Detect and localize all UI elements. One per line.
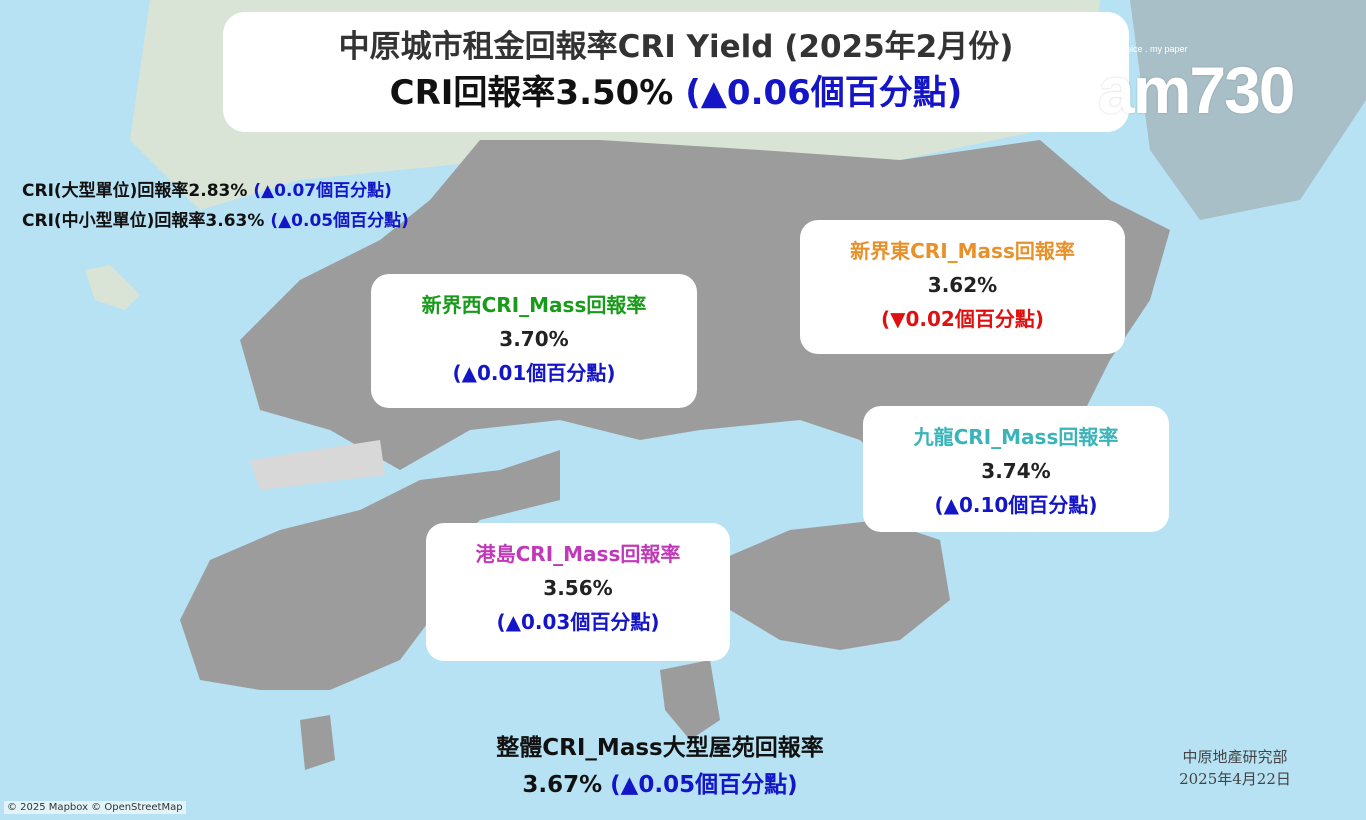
region-card-nt-east: 新界東CRI_Mass回報率 3.62% (▼0.02個百分點) [800,220,1125,354]
title-panel: 中原城市租金回報率CRI Yield (2025年2月份) CRI回報率3.50… [223,12,1129,132]
region-card-nt-west: 新界西CRI_Mass回報率 3.70% (▲0.01個百分點) [371,274,697,408]
side-stat-change: (▲0.05個百分點) [270,211,409,231]
source-credit: 中原地產研究部 2025年4月22日 [1150,746,1320,790]
side-stat-change: (▲0.07個百分點) [253,181,392,201]
region-card-hk-island: 港島CRI_Mass回報率 3.56% (▲0.03個百分點) [426,523,730,661]
overall-mass-change: (▲0.05個百分點) [610,772,798,798]
region-rate: 3.70% [499,327,569,351]
region-name: 港島CRI_Mass回報率 [475,542,681,566]
logo-tagline: my choice . my paper [1102,44,1188,54]
region-change: (▲0.01個百分點) [452,361,616,385]
land-lantau [180,450,560,690]
credit-date: 2025年4月22日 [1179,770,1291,788]
overall-mass-label: 整體CRI_Mass大型屋苑回報率 [496,735,824,761]
region-change: (▲0.03個百分點) [496,610,660,634]
region-change: (▲0.10個百分點) [934,493,1098,517]
land-airport [250,440,385,490]
region-name: 新界西CRI_Mass回報率 [421,293,647,317]
region-name: 九龍CRI_Mass回報率 [913,425,1119,449]
am730-logo: my choice . my paper am730 [1098,44,1310,124]
map-attribution[interactable]: © 2025 Mapbox © OpenStreetMap [4,801,186,814]
land-hong-kong-island [720,520,950,650]
side-stat-label: CRI(大型單位)回報率2.83% [22,181,248,201]
side-stat-small-medium-units: CRI(中小型單位)回報率3.63% (▲0.05個百分點) [22,210,409,232]
land-island-small [85,265,140,310]
land-lamma [660,660,720,740]
overall-yield: CRI回報率3.50% (▲0.06個百分點) [223,72,1129,114]
region-change: (▼0.02個百分點) [880,307,1044,331]
credit-org: 中原地產研究部 [1182,748,1288,766]
overall-mass-value: 3.67% (▲0.05個百分點) [400,770,920,800]
overall-mass-rate: 3.67% [522,772,603,798]
side-stat-label: CRI(中小型單位)回報率3.63% [22,211,265,231]
page-title: 中原城市租金回報率CRI Yield (2025年2月份) [338,29,1014,65]
region-name: 新界東CRI_Mass回報率 [850,239,1075,263]
region-rate: 3.62% [927,273,998,297]
overall-yield-label: CRI回報率3.50% [389,73,674,113]
region-card-kowloon: 九龍CRI_Mass回報率 3.74% (▲0.10個百分點) [863,406,1169,532]
land-east [1130,0,1366,220]
region-rate: 3.74% [981,459,1051,483]
land-southwest [300,715,335,770]
logo-name: am730 [1098,53,1296,127]
overall-yield-change: (▲0.06個百分點) [685,73,963,113]
region-rate: 3.56% [543,576,613,600]
side-stat-large-units: CRI(大型單位)回報率2.83% (▲0.07個百分點) [22,180,392,202]
